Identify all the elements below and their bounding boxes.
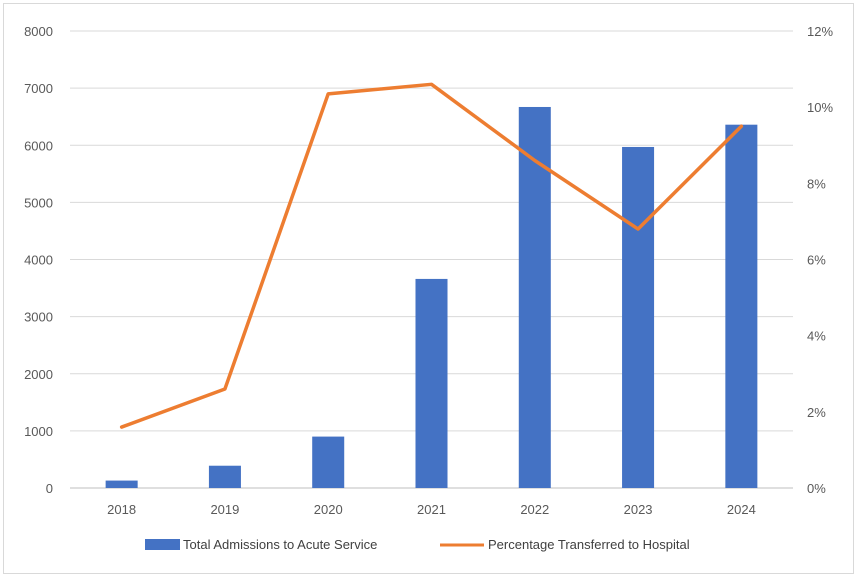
bar-series [105,106,758,488]
x-tick-label: 2022 [520,502,549,517]
line-point-2018 [120,425,124,429]
left-tick-label: 2000 [24,367,53,382]
legend: Total Admissions to Acute Service Percen… [145,537,690,552]
left-tick-label: 4000 [24,253,53,268]
line-point-2020 [326,92,330,96]
left-tick-label: 5000 [24,195,53,210]
legend-swatch-admissions [145,539,180,550]
line-point-2023 [636,227,640,231]
bar-2023 [622,146,655,488]
left-tick-label: 7000 [24,81,53,96]
line-point-2021 [430,82,433,86]
x-axis-ticks: 2018 2019 2020 2021 2022 2023 2024 [107,502,756,517]
right-tick-label: 2% [807,405,826,420]
gridlines [70,30,793,489]
right-axis-ticks: 0% 2% 4% 6% 8% 10% 12% [807,24,833,496]
bar-2021 [415,278,448,488]
line-point-2019 [223,387,227,391]
bar-2018 [105,480,138,488]
left-tick-label: 3000 [24,310,53,325]
line-point-2022 [533,158,537,162]
line-series [119,82,744,429]
right-tick-label: 4% [807,329,826,344]
right-tick-label: 6% [807,253,826,268]
bar-2024 [725,124,758,488]
right-tick-label: 12% [807,24,833,39]
bar-2019 [208,465,241,488]
left-tick-label: 1000 [24,424,53,439]
right-tick-label: 10% [807,100,833,115]
left-tick-label: 0 [46,481,53,496]
right-tick-label: 8% [807,176,826,191]
x-tick-label: 2024 [727,502,756,517]
legend-label-admissions: Total Admissions to Acute Service [183,537,377,552]
right-tick-label: 0% [807,481,826,496]
x-tick-label: 2020 [314,502,343,517]
x-tick-label: 2018 [107,502,136,517]
left-axis-ticks: 0 1000 2000 3000 4000 5000 6000 7000 8000 [24,24,53,496]
legend-label-percentage: Percentage Transferred to Hospital [488,537,690,552]
line-point-2024 [739,124,743,128]
x-tick-label: 2021 [417,502,446,517]
bar-2022 [518,106,551,488]
x-tick-label: 2019 [210,502,239,517]
left-tick-label: 8000 [24,24,53,39]
x-tick-label: 2023 [624,502,653,517]
left-tick-label: 6000 [24,138,53,153]
bar-2020 [312,436,345,488]
